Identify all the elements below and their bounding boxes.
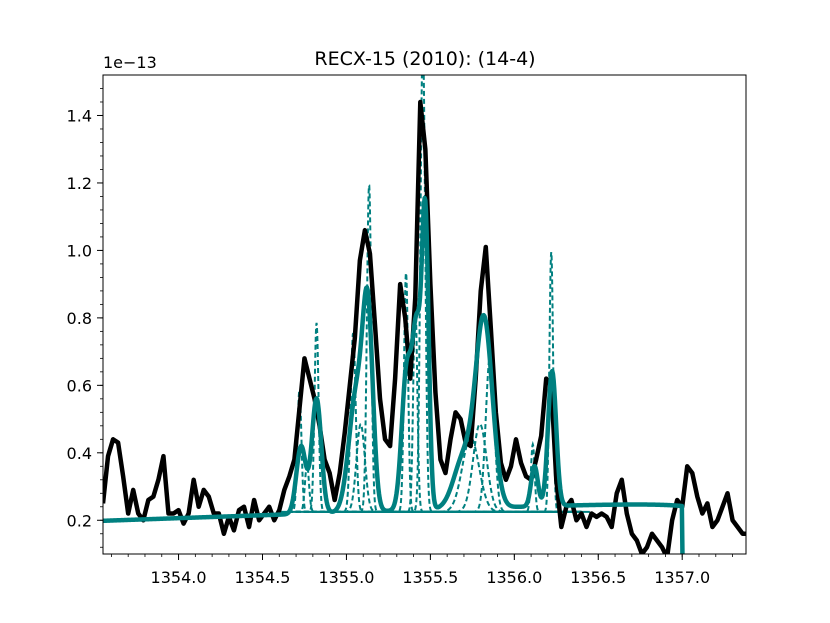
x-tick-label: 1357.0 (654, 568, 710, 587)
x-tick-label: 1354.5 (234, 568, 290, 587)
y-offset-label: 1e−13 (103, 53, 157, 72)
axes-layer: 1354.0 1354.5 1355.0 1355.5 1356.0 1356.5 1357… (67, 88, 733, 587)
y-tick-label: 0.8 (67, 309, 92, 328)
x-tick-label: 1355.5 (402, 568, 458, 587)
component-line-9 (287, 75, 582, 513)
series-layer (103, 75, 746, 554)
y-tick-label: 0.2 (67, 511, 92, 530)
x-tick-label: 1356.5 (570, 568, 626, 587)
y-tick-label: 1.4 (67, 106, 92, 125)
y-tick-label: 1.2 (67, 174, 92, 193)
x-tick-label: 1354.0 (151, 568, 207, 587)
model-fit-line (103, 195, 685, 554)
chart-title: RECX-15 (2010): (14-4) (314, 48, 535, 70)
y-tick-label: 0.6 (67, 376, 92, 395)
plot-frame (102, 74, 747, 555)
y-tick-label: 1.0 (67, 241, 92, 260)
y-tick-label: 0.4 (67, 444, 92, 463)
x-tick-label: 1355.0 (318, 568, 374, 587)
observed-spectrum-line (103, 99, 746, 554)
x-tick-label: 1356.0 (486, 568, 542, 587)
